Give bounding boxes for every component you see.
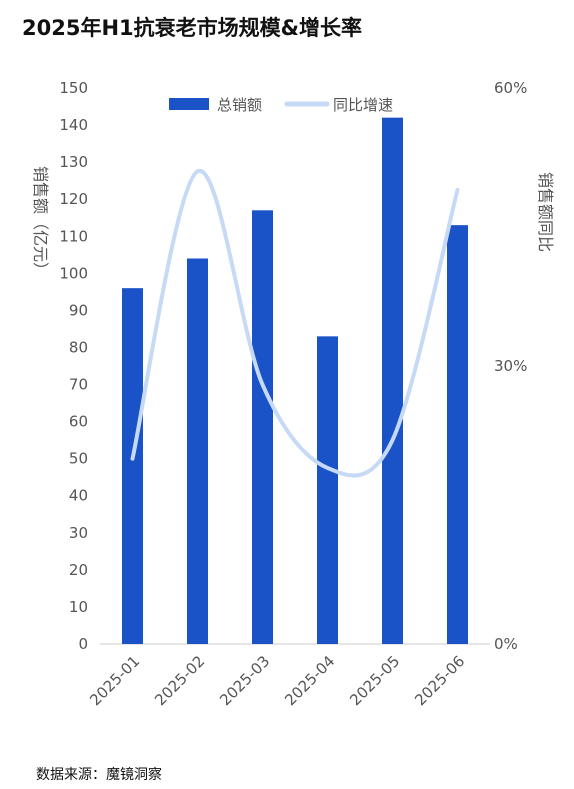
y-tick-label: 140: [59, 116, 88, 134]
bar-2025-06: [447, 225, 468, 644]
y-tick-label: 120: [59, 190, 88, 208]
y2-tick-label: 0%: [494, 635, 518, 653]
y-tick-label: 20: [69, 561, 88, 579]
line-series-同比增速: [130, 169, 460, 478]
x-axis-categories: 2025-01 2025-02 2025-03 2025-04 2025-05 2025-…: [86, 652, 468, 709]
bar-2025-02: [187, 258, 208, 644]
legend: 总销额 同比增速: [169, 96, 393, 114]
y-axis-right: 0% 30% 60%: [494, 79, 527, 653]
y-tick-label: 150: [59, 79, 88, 97]
y-tick-label: 60: [69, 413, 88, 431]
y2-tick-label: 30%: [494, 357, 527, 375]
y-tick-label: 70: [69, 376, 88, 394]
y-tick-label: 0: [78, 635, 88, 653]
x-tick-label: 2025-06: [411, 652, 468, 709]
legend-label-bar: 总销额: [217, 96, 262, 114]
legend-label-line: 同比增速: [333, 96, 393, 114]
y-tick-label: 130: [59, 153, 88, 171]
x-tick-label: 2025-02: [151, 652, 208, 709]
x-tick-label: 2025-05: [346, 652, 403, 709]
source-note: 数据来源：魔镜洞察: [36, 767, 162, 783]
y-axis-title-left: 销售额（亿元）: [31, 166, 50, 278]
y-axis-left: 0 10 20 30 40 50 60 70 80 90 100 110 120 130 140 150: [59, 79, 88, 653]
bar-2025-04: [317, 336, 338, 644]
y2-tick-label: 60%: [494, 79, 527, 97]
bar-series: [122, 117, 468, 645]
y-tick-label: 100: [59, 264, 88, 282]
y-tick-label: 50: [69, 450, 88, 468]
x-tick-label: 2025-04: [281, 652, 338, 709]
y-tick-label: 40: [69, 487, 88, 505]
y-tick-label: 10: [69, 598, 88, 616]
y-tick-label: 90: [69, 301, 88, 319]
y-tick-label: 30: [69, 524, 88, 542]
y-axis-title-right: 销售额同比: [536, 172, 555, 252]
x-tick-label: 2025-03: [216, 652, 273, 709]
bar-2025-01: [122, 288, 143, 644]
legend-swatch-bar: [169, 98, 209, 110]
y-tick-label: 110: [59, 227, 88, 245]
bar-2025-03: [252, 210, 273, 644]
chart-title: 2025年H1抗衰老市场规模&增长率: [22, 16, 362, 40]
y-tick-label: 80: [69, 338, 88, 356]
x-tick-label: 2025-01: [86, 652, 143, 709]
bar-2025-05: [382, 117, 403, 645]
